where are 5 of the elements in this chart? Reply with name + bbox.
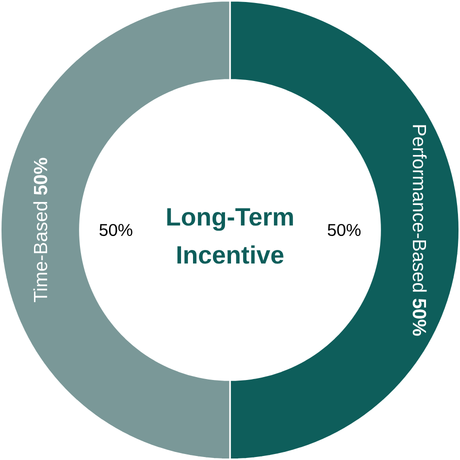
slice-label: Performance-Based 50% (412, 125, 427, 336)
text: Long-Term Incentive (167, 208, 293, 264)
slice-label: Time-Based 50% (33, 158, 48, 302)
data-label: 50% (100, 224, 132, 236)
data-label: 50% (328, 224, 361, 236)
